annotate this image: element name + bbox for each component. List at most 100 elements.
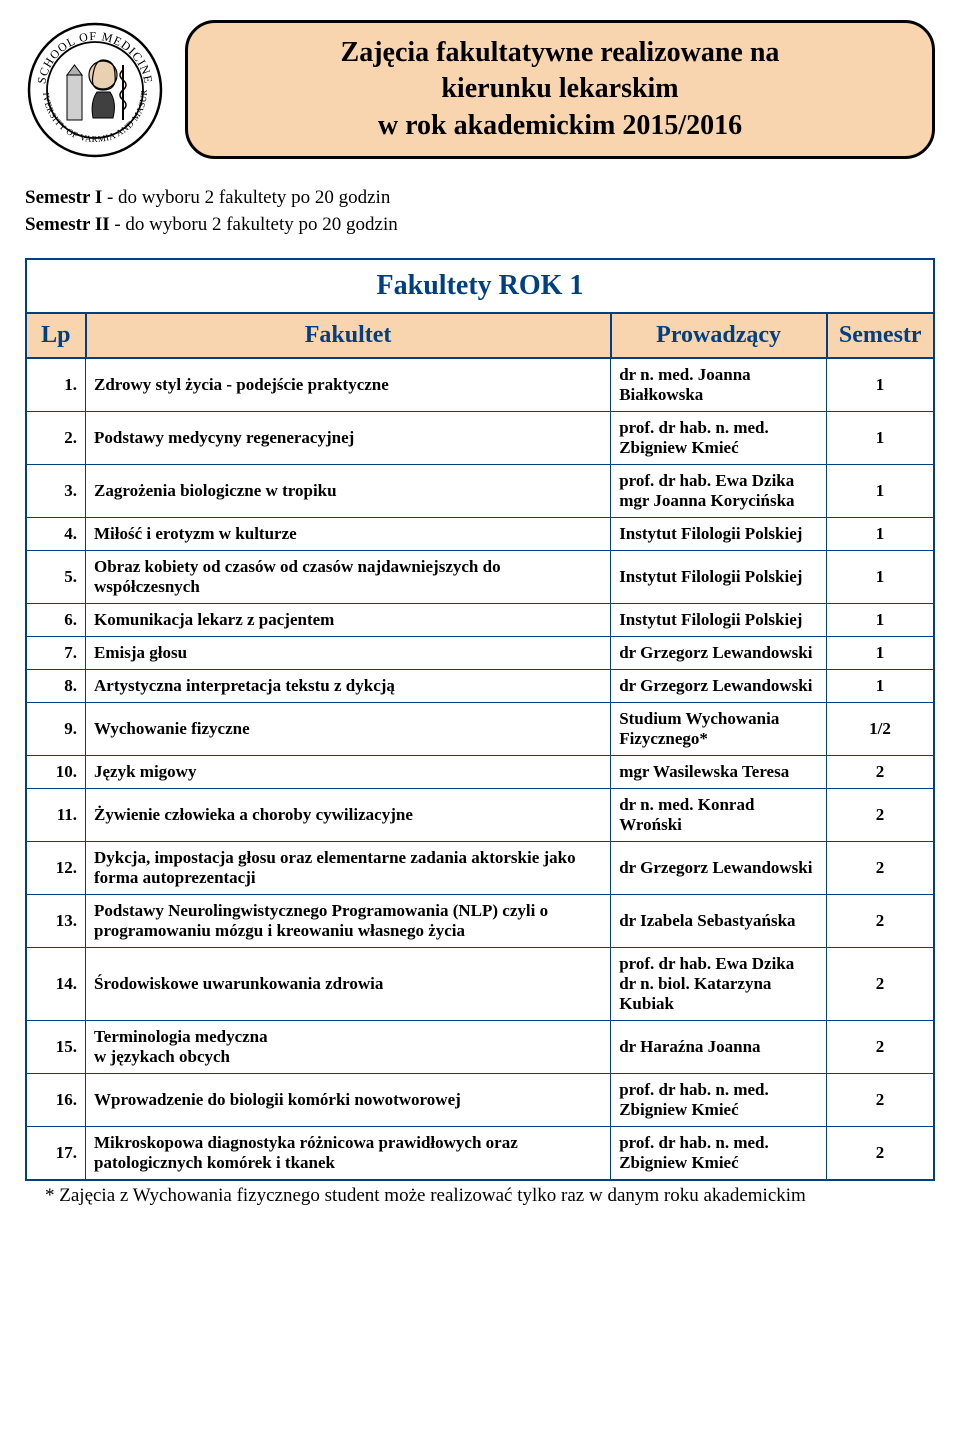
col-prowadzacy: Prowadzący	[611, 313, 827, 358]
cell-prowadzacy: Studium Wychowania Fizycznego*	[611, 703, 827, 756]
fakultety-table: Fakultety ROK 1 Lp Fakultet Prowadzący S…	[25, 258, 935, 1181]
table-row: 8.Artystyczna interpretacja tekstu z dyk…	[26, 670, 934, 703]
cell-prowadzacy: dr Grzegorz Lewandowski	[611, 842, 827, 895]
cell-prowadzacy: dr n. med. Konrad Wroński	[611, 789, 827, 842]
year-header-cell: Fakultety ROK 1	[26, 259, 934, 313]
cell-prowadzacy: prof. dr hab. Ewa Dzika dr n. biol. Kata…	[611, 948, 827, 1021]
cell-semestr: 1	[827, 358, 935, 412]
table-row: 16.Wprowadzenie do biologii komórki nowo…	[26, 1074, 934, 1127]
intro-sem1-rest: - do wyboru 2 fakultety po 20 godzin	[102, 187, 390, 208]
cell-fakultet: Wychowanie fizyczne	[86, 703, 611, 756]
cell-prowadzacy: Instytut Filologii Polskiej	[611, 518, 827, 551]
intro-sem1-bold: Semestr I	[25, 187, 102, 208]
cell-fakultet: Komunikacja lekarz z pacjentem	[86, 604, 611, 637]
cell-lp: 1.	[26, 358, 86, 412]
cell-lp: 2.	[26, 412, 86, 465]
cell-lp: 8.	[26, 670, 86, 703]
cell-fakultet: Środowiskowe uwarunkowania zdrowia	[86, 948, 611, 1021]
cell-lp: 14.	[26, 948, 86, 1021]
intro-block: Semestr I - do wyboru 2 fakultety po 20 …	[25, 185, 935, 238]
cell-semestr: 2	[827, 895, 935, 948]
table-row: 3.Zagrożenia biologiczne w tropikuprof. …	[26, 465, 934, 518]
cell-lp: 13.	[26, 895, 86, 948]
cell-semestr: 1	[827, 465, 935, 518]
cell-fakultet: Obraz kobiety od czasów od czasów najdaw…	[86, 551, 611, 604]
banner-line3: w rok akademickim 2015/2016	[208, 108, 912, 144]
cell-prowadzacy: prof. dr hab. n. med. Zbigniew Kmieć	[611, 1127, 827, 1181]
footnote: * Zajęcia z Wychowania fizycznego studen…	[25, 1185, 935, 1207]
table-row: 15.Terminologia medyczna w językach obcy…	[26, 1021, 934, 1074]
table-row: 10.Język migowymgr Wasilewska Teresa2	[26, 756, 934, 789]
cell-fakultet: Żywienie człowieka a choroby cywilizacyj…	[86, 789, 611, 842]
cell-fakultet: Podstawy Neurolingwistycznego Programowa…	[86, 895, 611, 948]
table-row: 11.Żywienie człowieka a choroby cywiliza…	[26, 789, 934, 842]
cell-semestr: 1	[827, 670, 935, 703]
school-logo: SCHOOL OF MEDICINE UNIVERSITY OF VARMIA …	[25, 20, 165, 160]
cell-semestr: 1	[827, 637, 935, 670]
cell-semestr: 1	[827, 412, 935, 465]
cell-prowadzacy: Instytut Filologii Polskiej	[611, 551, 827, 604]
cell-prowadzacy: prof. dr hab. n. med. Zbigniew Kmieć	[611, 1074, 827, 1127]
cell-fakultet: Mikroskopowa diagnostyka różnicowa prawi…	[86, 1127, 611, 1181]
table-row: 5.Obraz kobiety od czasów od czasów najd…	[26, 551, 934, 604]
col-fakultet: Fakultet	[86, 313, 611, 358]
cell-semestr: 1	[827, 518, 935, 551]
cell-lp: 4.	[26, 518, 86, 551]
year-header-row: Fakultety ROK 1	[26, 259, 934, 313]
cell-semestr: 2	[827, 948, 935, 1021]
cell-lp: 3.	[26, 465, 86, 518]
title-banner: Zajęcia fakultatywne realizowane na kier…	[185, 20, 935, 159]
cell-prowadzacy: prof. dr hab. n. med. Zbigniew Kmieć	[611, 412, 827, 465]
cell-fakultet: Artystyczna interpretacja tekstu z dykcj…	[86, 670, 611, 703]
cell-prowadzacy: dr Grzegorz Lewandowski	[611, 670, 827, 703]
cell-lp: 6.	[26, 604, 86, 637]
cell-semestr: 2	[827, 1021, 935, 1074]
cell-prowadzacy: prof. dr hab. Ewa Dzika mgr Joanna Koryc…	[611, 465, 827, 518]
table-row: 6.Komunikacja lekarz z pacjentemInstytut…	[26, 604, 934, 637]
cell-fakultet: Język migowy	[86, 756, 611, 789]
table-row: 1.Zdrowy styl życia - podejście praktycz…	[26, 358, 934, 412]
table-row: 13.Podstawy Neurolingwistycznego Program…	[26, 895, 934, 948]
cell-semestr: 2	[827, 1074, 935, 1127]
cell-fakultet: Terminologia medyczna w językach obcych	[86, 1021, 611, 1074]
cell-lp: 17.	[26, 1127, 86, 1181]
cell-fakultet: Zdrowy styl życia - podejście praktyczne	[86, 358, 611, 412]
cell-prowadzacy: dr Izabela Sebastyańska	[611, 895, 827, 948]
intro-sem2-bold: Semestr II	[25, 214, 110, 235]
cell-prowadzacy: Instytut Filologii Polskiej	[611, 604, 827, 637]
table-row: 9.Wychowanie fizyczneStudium Wychowania …	[26, 703, 934, 756]
cell-lp: 7.	[26, 637, 86, 670]
table-row: 14.Środowiskowe uwarunkowania zdrowiapro…	[26, 948, 934, 1021]
cell-prowadzacy: dr n. med. Joanna Białkowska	[611, 358, 827, 412]
table-row: 7.Emisja głosudr Grzegorz Lewandowski1	[26, 637, 934, 670]
cell-fakultet: Wprowadzenie do biologii komórki nowotwo…	[86, 1074, 611, 1127]
cell-fakultet: Miłość i erotyzm w kulturze	[86, 518, 611, 551]
cell-lp: 10.	[26, 756, 86, 789]
table-row: 4.Miłość i erotyzm w kulturzeInstytut Fi…	[26, 518, 934, 551]
cell-fakultet: Dykcja, impostacja głosu oraz elementarn…	[86, 842, 611, 895]
intro-sem1: Semestr I - do wyboru 2 fakultety po 20 …	[25, 185, 935, 212]
banner-line1: Zajęcia fakultatywne realizowane na	[208, 35, 912, 71]
cell-lp: 12.	[26, 842, 86, 895]
cell-semestr: 2	[827, 842, 935, 895]
col-semestr: Semestr	[827, 313, 935, 358]
cell-fakultet: Podstawy medycyny regeneracyjnej	[86, 412, 611, 465]
cell-semestr: 1	[827, 604, 935, 637]
intro-sem2: Semestr II - do wyboru 2 fakultety po 20…	[25, 212, 935, 239]
header-row: SCHOOL OF MEDICINE UNIVERSITY OF VARMIA …	[25, 20, 935, 160]
column-header-row: Lp Fakultet Prowadzący Semestr	[26, 313, 934, 358]
cell-prowadzacy: dr Grzegorz Lewandowski	[611, 637, 827, 670]
cell-lp: 9.	[26, 703, 86, 756]
table-row: 12.Dykcja, impostacja głosu oraz element…	[26, 842, 934, 895]
cell-lp: 5.	[26, 551, 86, 604]
cell-lp: 11.	[26, 789, 86, 842]
cell-prowadzacy: mgr Wasilewska Teresa	[611, 756, 827, 789]
cell-lp: 16.	[26, 1074, 86, 1127]
cell-semestr: 1/2	[827, 703, 935, 756]
table-row: 17.Mikroskopowa diagnostyka różnicowa pr…	[26, 1127, 934, 1181]
cell-semestr: 2	[827, 756, 935, 789]
cell-prowadzacy: dr Haraźna Joanna	[611, 1021, 827, 1074]
cell-lp: 15.	[26, 1021, 86, 1074]
cell-fakultet: Emisja głosu	[86, 637, 611, 670]
intro-sem2-rest: - do wyboru 2 fakultety po 20 godzin	[110, 214, 398, 235]
